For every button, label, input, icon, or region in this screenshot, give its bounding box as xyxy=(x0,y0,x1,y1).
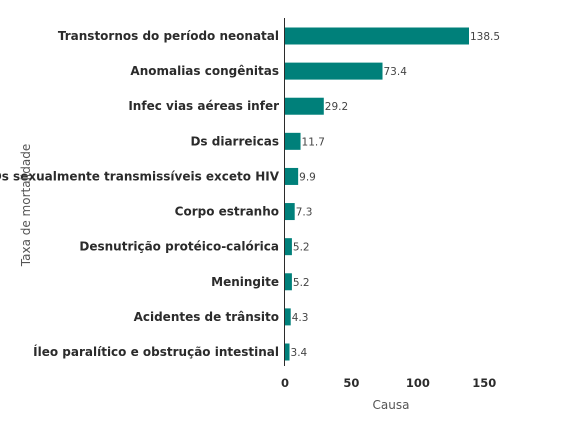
value-label: 5.2 xyxy=(293,242,310,254)
y-axis-title: Taxa de mortalidade xyxy=(19,144,33,267)
bar-1 xyxy=(285,62,383,80)
value-labels: 138.5 73.4 29.2 11.7 9.9 7.3 5.2 5.2 4.3 3.4 xyxy=(291,31,501,359)
value-label: 29.2 xyxy=(325,101,348,113)
x-tick-label: 100 xyxy=(406,376,430,390)
category-label: Ds sexualmente transmissíveis exceto HIV xyxy=(0,169,280,183)
value-label: 73.4 xyxy=(384,66,408,78)
category-label: Infec vias aéreas infer xyxy=(128,99,279,113)
bar-8 xyxy=(285,308,291,326)
bar-2 xyxy=(285,97,324,115)
category-label: Ds diarreicas xyxy=(190,134,279,148)
value-label: 138.5 xyxy=(470,31,500,43)
bars-layer xyxy=(285,27,469,361)
value-label: 9.9 xyxy=(299,171,316,183)
category-label: Anomalias congênitas xyxy=(130,64,279,78)
category-labels: Transtornos do período neonatal Anomalias… xyxy=(0,29,280,359)
category-label: Transtornos do período neonatal xyxy=(58,29,279,43)
x-tick-label: 50 xyxy=(343,376,359,390)
bar-3 xyxy=(285,132,301,150)
category-label: Íleo paralítico e obstrução intestinal xyxy=(33,344,279,359)
x-tick-label: 150 xyxy=(472,376,496,390)
bar-4 xyxy=(285,167,299,185)
category-label: Corpo estranho xyxy=(175,205,279,219)
category-label: Acidentes de trânsito xyxy=(134,310,279,324)
x-axis-ticks: 0 50 100 150 xyxy=(281,376,496,390)
bar-0 xyxy=(285,27,469,45)
category-label: Meningite xyxy=(211,275,279,289)
value-label: 4.3 xyxy=(292,312,309,324)
x-tick-label: 0 xyxy=(281,376,289,390)
bar-7 xyxy=(285,273,292,291)
bar-5 xyxy=(285,203,295,221)
bar-9 xyxy=(285,343,290,361)
bar-6 xyxy=(285,238,292,256)
value-label: 5.2 xyxy=(293,277,310,289)
value-label: 7.3 xyxy=(296,207,313,219)
value-label: 3.4 xyxy=(291,347,308,359)
value-label: 11.7 xyxy=(302,136,325,148)
x-axis-title: Causa xyxy=(373,398,410,412)
category-label: Desnutrição protéico-calórica xyxy=(79,240,279,254)
